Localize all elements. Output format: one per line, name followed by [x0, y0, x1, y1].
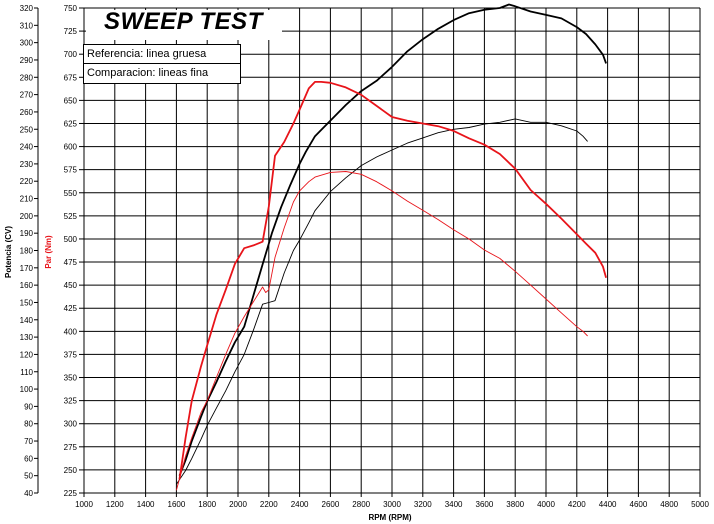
- x-tick-label: 1600: [168, 500, 186, 509]
- power-tick-label: 230: [20, 160, 34, 169]
- legend-item-comparison: Comparacion: lineas fina: [84, 63, 240, 82]
- rpm-axis: 1000 1200 1400 1600 1800 2000 2200 2400 2600 2800…: [75, 493, 709, 509]
- legend: Referencia: linea gruesa Comparacion: li…: [83, 44, 241, 84]
- torque-tick-label: 700: [64, 50, 78, 59]
- x-tick-label: 2600: [322, 500, 340, 509]
- torque-tick-label: 750: [64, 4, 78, 13]
- x-tick-label: 4800: [660, 500, 678, 509]
- x-tick-label: 2800: [352, 500, 370, 509]
- power-axis-title: Potencia (CV): [4, 226, 13, 278]
- torque-tick-label: 725: [64, 27, 78, 36]
- power-tick-label: 290: [20, 56, 34, 65]
- torque-tick-label: 450: [64, 281, 78, 290]
- torque-tick-label: 500: [64, 235, 78, 244]
- torque-curve-thick: [178, 81, 607, 480]
- torque-curve-thin: [175, 171, 588, 491]
- power-tick-label: 180: [20, 247, 34, 256]
- x-tick-label: 3400: [445, 500, 463, 509]
- torque-tick-label: 300: [64, 420, 78, 429]
- x-tick-label: 1000: [75, 500, 93, 509]
- power-curve-thin: [176, 118, 588, 485]
- power-tick-label: 250: [20, 125, 34, 134]
- power-tick-label: 150: [20, 298, 34, 307]
- power-axis: 40 50 60 70 80 90 100 110 120 130 140 150 160 170 180 1…: [20, 4, 39, 498]
- power-tick-label: 200: [20, 212, 34, 221]
- power-tick-label: 100: [20, 385, 34, 394]
- power-tick-label: 210: [20, 195, 34, 204]
- power-tick-label: 310: [20, 21, 34, 30]
- power-tick-label: 300: [20, 39, 34, 48]
- power-tick-label: 110: [20, 368, 33, 377]
- torque-axis: 225 250 275 300 325 350 375 400 425 450 475 500 525 5…: [64, 4, 84, 498]
- torque-tick-label: 475: [64, 258, 78, 267]
- torque-tick-label: 575: [64, 166, 78, 175]
- torque-tick-label: 225: [64, 489, 78, 498]
- power-tick-label: 40: [24, 489, 33, 498]
- chart-title: SWEEP TEST: [104, 8, 263, 35]
- x-tick-label: 1800: [198, 500, 216, 509]
- power-tick-label: 140: [20, 316, 34, 325]
- power-tick-label: 260: [20, 108, 34, 117]
- torque-tick-label: 325: [64, 397, 78, 406]
- x-tick-label: 4600: [630, 500, 648, 509]
- x-tick-label: 1200: [106, 500, 124, 509]
- torque-tick-label: 350: [64, 374, 78, 383]
- power-tick-label: 70: [24, 437, 33, 446]
- power-tick-label: 190: [20, 229, 34, 238]
- torque-tick-label: 400: [64, 327, 78, 336]
- torque-tick-label: 425: [64, 304, 78, 313]
- torque-tick-label: 600: [64, 143, 78, 152]
- power-tick-label: 80: [24, 420, 33, 429]
- power-tick-label: 270: [20, 91, 34, 100]
- x-tick-label: 5000: [691, 500, 709, 509]
- power-tick-label: 60: [24, 454, 33, 463]
- rpm-axis-title: RPM (RPM): [368, 513, 411, 522]
- torque-tick-label: 550: [64, 189, 78, 198]
- power-tick-label: 120: [20, 350, 34, 359]
- x-tick-label: 2000: [229, 500, 247, 509]
- torque-axis-title: Par (Nm): [44, 235, 53, 269]
- torque-tick-label: 250: [64, 466, 78, 475]
- power-tick-label: 160: [20, 281, 34, 290]
- x-tick-label: 4200: [568, 500, 586, 509]
- x-tick-label: 3600: [476, 500, 494, 509]
- torque-tick-label: 275: [64, 443, 78, 452]
- power-tick-label: 240: [20, 143, 34, 152]
- x-tick-label: 3800: [506, 500, 524, 509]
- x-tick-label: 1400: [137, 500, 155, 509]
- power-tick-label: 50: [24, 472, 33, 481]
- power-tick-label: 220: [20, 177, 34, 186]
- power-tick-label: 90: [24, 402, 33, 411]
- torque-tick-label: 375: [64, 350, 78, 359]
- power-tick-label: 320: [20, 4, 34, 13]
- series: [175, 3, 607, 491]
- torque-tick-label: 675: [64, 73, 78, 82]
- x-tick-label: 4400: [599, 500, 617, 509]
- legend-item-reference: Referencia: linea gruesa: [87, 48, 207, 60]
- power-tick-label: 130: [20, 333, 34, 342]
- torque-tick-label: 625: [64, 119, 78, 128]
- title-box: [86, 10, 282, 40]
- torque-tick-label: 650: [64, 96, 78, 105]
- x-tick-label: 4000: [537, 500, 555, 509]
- x-tick-label: 2400: [291, 500, 309, 509]
- power-curve-thick: [178, 3, 607, 477]
- power-tick-label: 280: [20, 73, 34, 82]
- x-tick-label: 3000: [383, 500, 401, 509]
- torque-tick-label: 525: [64, 212, 78, 221]
- x-tick-label: 3200: [414, 500, 432, 509]
- power-tick-label: 170: [20, 264, 34, 273]
- x-tick-label: 2200: [260, 500, 278, 509]
